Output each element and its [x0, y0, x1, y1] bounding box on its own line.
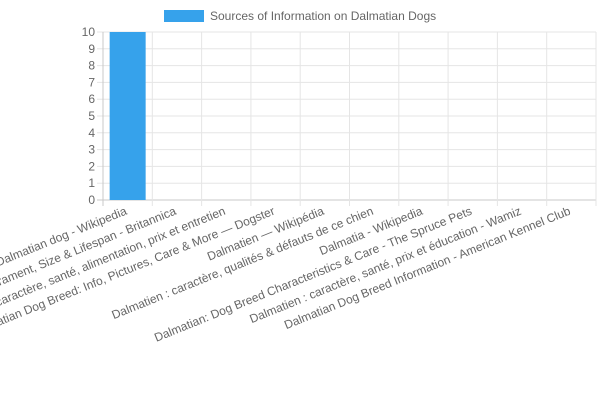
- y-tick-label: 2: [88, 159, 95, 173]
- grid-lines: [97, 31, 597, 206]
- legend-swatch: [164, 10, 204, 22]
- y-tick-label: 1: [88, 176, 95, 190]
- y-tick-label: 5: [88, 109, 95, 123]
- y-tick-label: 9: [88, 42, 95, 56]
- y-tick-label: 7: [88, 75, 95, 89]
- y-tick-label: 6: [88, 92, 95, 106]
- y-tick-label: 4: [88, 126, 95, 140]
- y-tick-label: 0: [88, 193, 95, 207]
- y-tick-label: 3: [88, 143, 95, 157]
- bars: [109, 32, 146, 200]
- y-tick-label: 8: [88, 59, 95, 73]
- bar[interactable]: [109, 32, 146, 200]
- legend-label: Sources of Information on Dalmatian Dogs: [210, 9, 436, 23]
- legend[interactable]: Sources of Information on Dalmatian Dogs: [164, 9, 436, 23]
- y-tick-label: 10: [82, 25, 96, 39]
